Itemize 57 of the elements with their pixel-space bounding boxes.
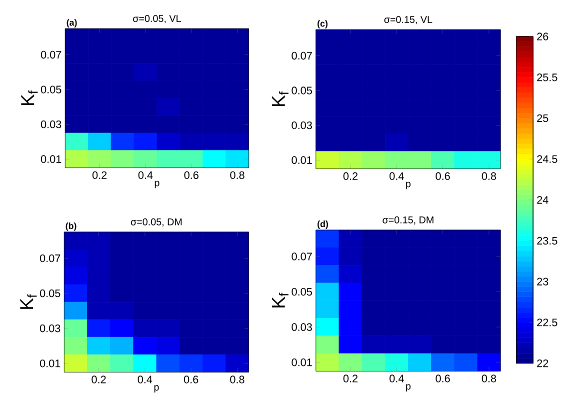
x-axis-title: p [406, 384, 411, 392]
color-bar-label: 24 [537, 196, 548, 204]
x-tick-label: 0.8 [482, 172, 496, 180]
y-tick-label: 0.03 [292, 323, 312, 332]
x-tick-label: 0.6 [436, 172, 450, 180]
chart-title: σ=0.05, DM [130, 218, 182, 227]
x-tick-label: 0.6 [184, 376, 198, 384]
x-axis-title: p [154, 385, 159, 393]
y-tick-label: 0.05 [40, 86, 62, 94]
x-axis-title: p [154, 181, 160, 188]
x-tick-label: 0.2 [343, 172, 358, 180]
y-tick-label: 0.07 [292, 252, 312, 261]
y-axis-title: K$_{f}$ [20, 294, 37, 310]
color-bar-label: 22.5 [537, 318, 558, 326]
y-tick-label: 0.05 [292, 86, 312, 95]
x-tick-label: 0.8 [482, 374, 496, 383]
y-tick-label: 0.03 [292, 122, 312, 130]
y-tick-label: 0.03 [40, 120, 62, 128]
color-bar-label: 22 [537, 360, 548, 368]
x-tick-label: 0.6 [436, 374, 450, 383]
y-axis-title: K$_{f}$ [272, 92, 288, 106]
x-tick-label: 0.6 [184, 171, 198, 180]
y-tick-label: 0.05 [292, 288, 312, 296]
x-axis-title: p [406, 182, 411, 190]
x-tick-label: 0.8 [230, 376, 244, 384]
text: (b) [66, 222, 76, 231]
y-tick-label: 0.01 [292, 358, 312, 366]
chart-title: σ=0.15, DM [382, 216, 434, 225]
color-bar-label: 25 [537, 114, 548, 122]
color-bar-label: 23.5 [537, 237, 558, 245]
y-tick-label: 0.07 [292, 52, 312, 60]
chart-title: σ=0.15, VL [384, 16, 432, 24]
y-tick-label: 0.01 [40, 360, 60, 368]
text: (a) [66, 19, 77, 28]
text: (c) [318, 20, 328, 29]
color-bar-label: 25.5 [537, 74, 558, 82]
x-tick-label: 0.2 [343, 374, 358, 383]
y-tick-label: 0.05 [40, 290, 60, 298]
y-tick-label: 0.07 [40, 254, 60, 262]
x-tick-label: 0.4 [390, 374, 404, 383]
y-tick-label: 0.01 [40, 155, 62, 164]
y-axis-title: K$_{f}$ [21, 90, 38, 106]
x-tick-label: 0.8 [230, 171, 244, 180]
x-tick-label: 0.4 [138, 171, 153, 180]
x-tick-label: 0.2 [92, 171, 107, 180]
y-tick-label: 0.07 [40, 51, 62, 59]
color-bar-label: 23 [537, 278, 548, 286]
y-tick-label: 0.01 [292, 156, 312, 164]
x-tick-label: 0.2 [92, 376, 106, 384]
y-axis-title: K$_{f}$ [272, 292, 288, 308]
text: (d) [318, 220, 328, 230]
chart-title: σ=0.05, VL [133, 15, 181, 24]
color-bar-label: 24.5 [537, 155, 558, 164]
x-tick-label: 0.4 [138, 376, 152, 384]
y-tick-label: 0.03 [40, 324, 60, 332]
x-tick-label: 0.4 [390, 172, 404, 180]
color-bar-label: 26 [537, 32, 548, 41]
